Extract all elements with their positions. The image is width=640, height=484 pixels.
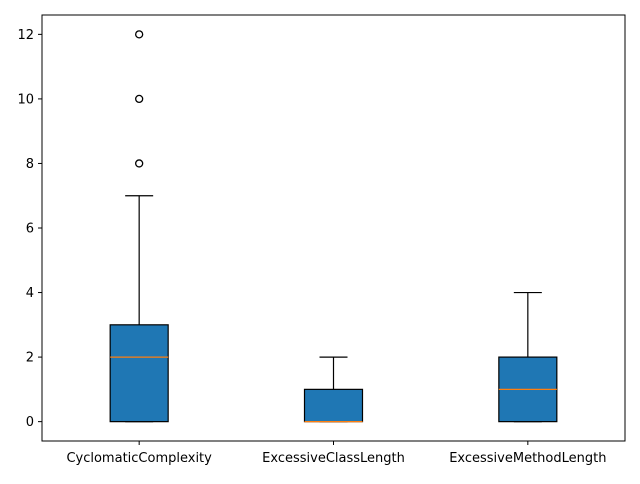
box-iqr (303, 388, 364, 423)
x-axis: CyclomaticComplexity ExcessiveClassLength… (66, 441, 606, 466)
box-group (498, 291, 558, 423)
box-group (303, 356, 364, 423)
y-tick-label: 4 (26, 286, 34, 301)
box-marks (109, 30, 558, 423)
outlier-point (135, 94, 144, 104)
x-tick-label: ExcessiveClassLength (262, 451, 405, 466)
y-tick-label: 10 (17, 92, 34, 107)
y-tick-label: 6 (26, 222, 34, 237)
y-axis: 0 2 4 6 8 10 12 (17, 28, 42, 430)
y-tick-label: 0 (26, 415, 34, 430)
box-group (109, 30, 169, 423)
x-tick-label: CyclomaticComplexity (66, 451, 212, 466)
outlier-point (135, 159, 144, 168)
outlier-point (135, 30, 144, 39)
y-tick-label: 12 (17, 28, 34, 43)
y-tick-label: 2 (26, 351, 34, 366)
y-tick-label: 8 (26, 157, 34, 172)
box-iqr (109, 324, 169, 423)
x-tick-label: ExcessiveMethodLength (449, 451, 606, 466)
